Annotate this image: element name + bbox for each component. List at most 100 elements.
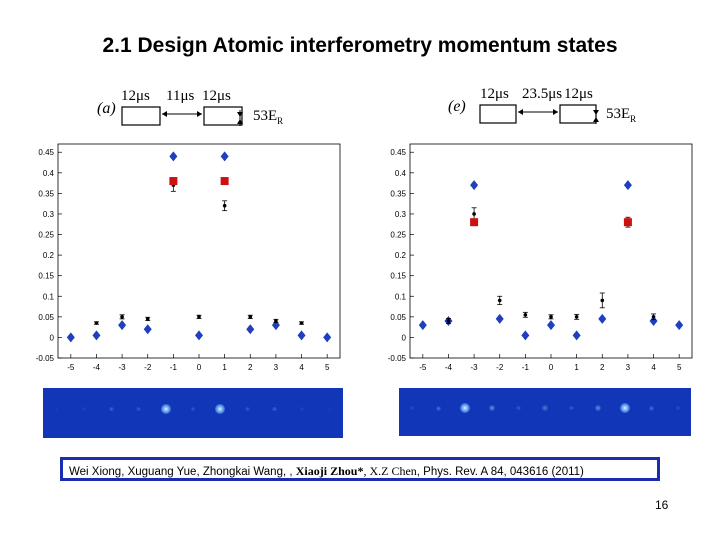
chart-e-ytick-label: 0.45 (390, 148, 406, 157)
chart-a-xtick-label: -3 (119, 363, 127, 372)
chart-a-experiment-point (299, 321, 304, 325)
chart-e-theory-point (547, 320, 555, 331)
strip-a-atom-spot (136, 406, 141, 412)
chart-e-xtick-label: 2 (600, 363, 605, 372)
chart-e-experiment-point (549, 315, 553, 319)
chart-e-theory-point (675, 320, 684, 331)
chart-a-ytick-label: 0 (50, 333, 55, 342)
chart-a-xtick-label: 5 (325, 363, 330, 372)
chart-a-theory-point (92, 330, 101, 341)
chart-e-highlight-point (623, 218, 632, 227)
citation-reference: , Phys. Rev. A 84, 043616 (2011) (416, 466, 584, 478)
chart-a-highlight-point (169, 177, 178, 186)
chart-a-theory-point (271, 320, 280, 331)
chart-e-ytick-label: 0.2 (395, 251, 407, 260)
citation-coauthor: , X.Z Chen (363, 464, 417, 478)
chart-a-ytick-label: 0.2 (43, 251, 55, 260)
chart-a-experiment-point (248, 315, 253, 319)
chart-e-ytick-label: 0 (402, 333, 407, 342)
panel-a-pulse-diagram (121, 106, 243, 126)
panel-e-energy: 53ER (606, 106, 637, 124)
strip-a-atom-spot (82, 407, 86, 411)
chart-e-experiment-point (446, 319, 451, 323)
panel-a-label: (a) (97, 100, 116, 117)
chart-a-theory-point (246, 324, 255, 335)
chart-e-xtick-label: 4 (651, 363, 656, 372)
chart-e-theory-point (572, 330, 581, 341)
strip-a-atom-spot (327, 407, 332, 411)
strip-a-atom-spot (54, 407, 59, 411)
strip-e-atom-spot (542, 405, 548, 411)
chart-panel-a: -0.05 0 0.05 0.1 0.15 0.2 0.25 0.3 0.35 0.4 0.45 -5… (36, 143, 341, 372)
panel-e-pulse1: 12μs (480, 86, 509, 102)
chart-a-theory-point (66, 332, 75, 343)
strip-a-atom-spot (272, 406, 278, 412)
chart-a-experiment-point (120, 315, 124, 319)
slide-title: 2.1 Design Atomic interferometry momentu… (102, 34, 618, 57)
chart-e-ytick-label: 0.25 (390, 231, 406, 240)
panel-a-pulse1: 12μs (121, 88, 150, 104)
chart-e-experiment-point (472, 212, 476, 216)
chart-e-ytick-label: 0.15 (390, 272, 406, 281)
strip-a-atom-spot (108, 406, 114, 412)
chart-a-experiment-point (145, 317, 150, 321)
chart-e-experiment-point (600, 298, 605, 303)
citation-box: Wei Xiong, Xuguang Yue, Zhongkai Wang, ,… (60, 457, 660, 481)
chart-e-theory-point (598, 313, 607, 324)
strip-a-atom-spot (300, 407, 304, 411)
chart-a-xtick-label: 4 (299, 363, 304, 372)
chart-e-highlight-point (470, 218, 479, 227)
chart-a-ytick-label: 0.45 (38, 148, 54, 157)
chart-a-theory-point (323, 332, 332, 343)
chart-e-xtick-label: -4 (445, 363, 453, 372)
chart-a-ytick-label: 0.25 (38, 231, 54, 240)
chart-e-experiment-point (497, 298, 502, 303)
chart-a-theory-point (118, 320, 127, 331)
chart-panel-e: -0.05 0 0.05 0.1 0.15 0.2 0.25 0.3 0.35 0.4 0.45 -5… (388, 143, 693, 372)
chart-e-theory-point (521, 330, 530, 341)
chart-e-xtick-label: -1 (522, 363, 530, 372)
strip-e-atom-spot (648, 405, 654, 411)
chart-a-ytick-label: -0.05 (36, 354, 55, 363)
strip-e-atom-spot (516, 405, 521, 411)
chart-e-xtick-label: -2 (496, 363, 504, 372)
chart-a-ytick-label: 0.4 (43, 169, 55, 178)
citation-authors: Wei Xiong, Xuguang Yue, Zhongkai Wang, , (69, 466, 293, 478)
chart-a-experiment-point (94, 321, 99, 325)
panel-e-label: (e) (448, 98, 466, 115)
chart-e-ytick-label: 0.35 (390, 189, 406, 198)
chart-e-ytick-label: 0.4 (395, 169, 407, 178)
chart-a-plot-frame (57, 143, 341, 359)
chart-e-xtick-label: 3 (626, 363, 631, 372)
strip-e-atom-spot (619, 403, 630, 414)
chart-e-xtick-label: 5 (677, 363, 682, 372)
chart-e-theory-point (623, 180, 632, 191)
chart-a-theory-point (169, 151, 178, 162)
chart-a-ytick-label: 0.35 (38, 189, 54, 198)
chart-a-ytick-label: 0.1 (43, 292, 55, 301)
chart-a-theory-point (297, 330, 306, 341)
panel-e-gap: 23.5μs (522, 86, 563, 102)
chart-a-experiment-point (274, 319, 278, 323)
strip-a-atom-spot (160, 404, 171, 414)
page-number: 16 (655, 498, 669, 512)
chart-a-experiment-point (222, 203, 227, 208)
chart-a-xtick-label: 3 (274, 363, 279, 372)
chart-e-theory-point (649, 315, 658, 326)
chart-a-theory-point (195, 330, 203, 341)
chart-e-experiment-point (651, 315, 656, 319)
absorption-image-a (43, 388, 343, 438)
chart-a-xtick-label: 2 (248, 363, 253, 372)
panel-a-gap: 11μs (166, 88, 195, 104)
chart-a-xtick-label: 1 (222, 363, 227, 372)
strip-e-atom-spot (488, 405, 495, 412)
strip-e-atom-spot (460, 403, 471, 414)
chart-e-experiment-point (523, 312, 528, 317)
chart-a-xtick-label: -4 (93, 363, 101, 372)
chart-a-xtick-label: -5 (67, 363, 75, 372)
strip-a-atom-spot (245, 406, 250, 412)
panel-e-pulse-diagram (479, 104, 599, 124)
chart-a-experiment-point (197, 315, 201, 319)
strip-e-atom-spot (595, 405, 602, 412)
citation-corresponding-author: Xiaoji Zhou* (295, 464, 364, 478)
